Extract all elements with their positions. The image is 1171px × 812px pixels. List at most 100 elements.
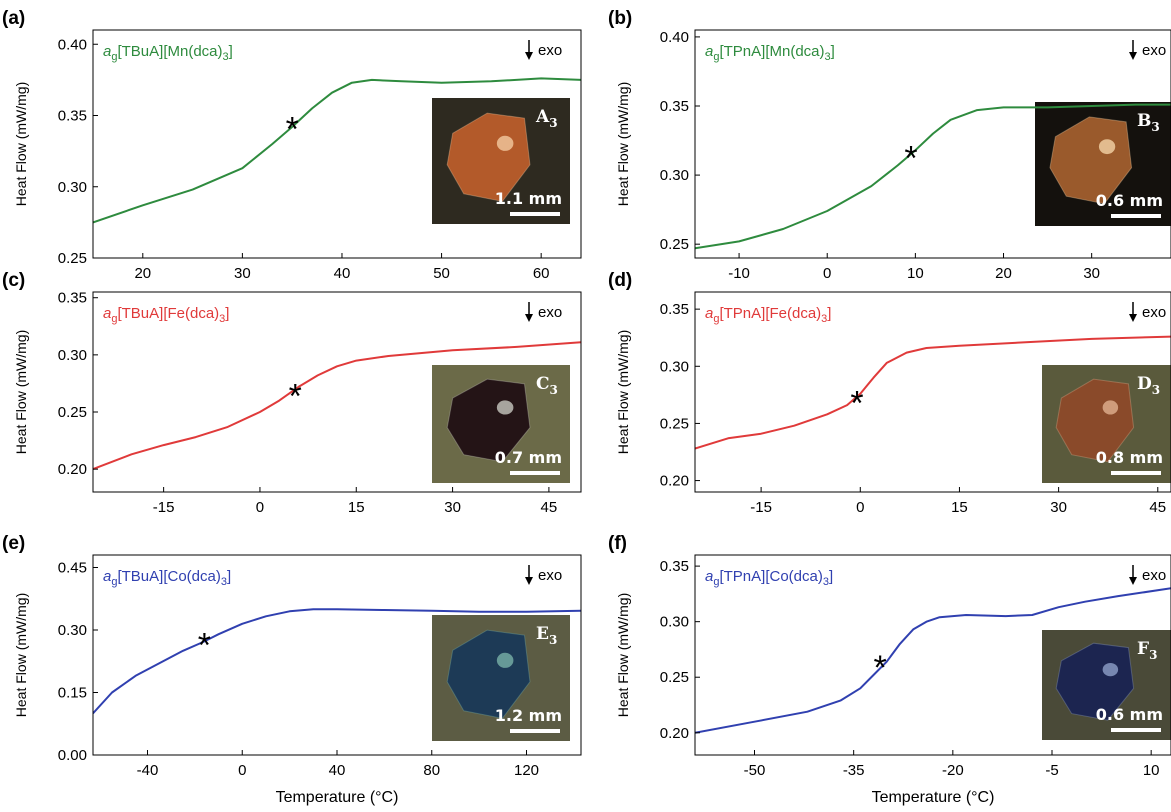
series-label: ag[TPnA][Fe(dca)3]: [705, 305, 831, 325]
scale-label: 1.2 mm: [495, 706, 562, 725]
x-tick-label: 80: [423, 762, 440, 779]
heat-flow-curve: [93, 341, 581, 471]
x-tick-label: 40: [334, 265, 351, 282]
x-tick-label: 50: [433, 265, 450, 282]
y-tick-label: 0.30: [58, 622, 87, 639]
x-axis-label: Temperature (°C): [872, 789, 995, 806]
y-axis-label: Heat Flow (mW/mg): [13, 593, 29, 717]
y-axis-label: Heat Flow (mW/mg): [615, 593, 631, 717]
x-tick-label: 30: [444, 499, 461, 516]
y-tick-label: 0.40: [58, 36, 87, 53]
heat-flow-curve: [695, 335, 1171, 450]
x-tick-label: 10: [1143, 762, 1160, 779]
x-tick-label: 0: [256, 499, 264, 516]
x-tick-label: 40: [329, 762, 346, 779]
exo-arrow-head: [1129, 52, 1137, 60]
series-label-end: ]: [831, 43, 835, 60]
panel-f: (f)F30.6 mm*-50 -35 -20 -5 100.200.250.300.3…: [608, 533, 1171, 806]
series-label-sub2: 3: [823, 576, 829, 588]
x-tick-label: 20: [995, 265, 1012, 282]
y-tick-label: 0.25: [660, 669, 689, 686]
crystal-shape: [1049, 116, 1133, 205]
x-tick-label: 0: [823, 265, 831, 282]
glass-transition-marker: *: [286, 110, 299, 148]
y-tick-label: 0.15: [58, 685, 87, 702]
series-label-sub: g: [111, 313, 117, 325]
x-tick-label: -35: [843, 762, 865, 779]
series-label-prefix: a: [705, 305, 713, 322]
heat-flow-curve: [93, 608, 581, 714]
panel-label: (b): [608, 8, 632, 29]
y-tick-label: 0.35: [660, 98, 689, 115]
crystal-shape: [1055, 378, 1135, 463]
series-label: ag[TBuA][Mn(dca)3]: [103, 43, 233, 63]
heat-flow-curve: [695, 587, 1171, 734]
y-tick-label: 0.30: [660, 614, 689, 631]
series-label-main: [TPnA][Co(dca): [719, 568, 822, 585]
y-tick-label: 0.35: [660, 558, 689, 575]
glass-transition-marker: *: [904, 139, 917, 177]
x-tick-label: 30: [1050, 499, 1067, 516]
glass-transition-marker: *: [850, 384, 863, 422]
crystal-highlight: [496, 652, 514, 668]
series-label-prefix: a: [705, 568, 713, 585]
inset-photo: D30.8 mm: [1042, 365, 1171, 483]
x-tick-label: -50: [744, 762, 766, 779]
scale-label: 0.7 mm: [495, 448, 562, 467]
exo-arrow-head: [525, 52, 533, 60]
y-tick-label: 0.00: [58, 747, 87, 764]
series-label: ag[TPnA][Mn(dca)3]: [705, 43, 835, 63]
panel-label: (c): [2, 270, 25, 291]
series-label-sub: g: [111, 576, 117, 588]
x-tick-label: -20: [942, 762, 964, 779]
series-label: ag[TBuA][Co(dca)3]: [103, 568, 231, 588]
x-tick-label: 15: [951, 499, 968, 516]
series-label: ag[TPnA][Co(dca)3]: [705, 568, 833, 588]
exo-label: exo: [538, 567, 562, 584]
crystal-highlight: [496, 135, 514, 151]
panel-a: (a)A31.1 mm*20 30 40 50 600.250.300.350.40He…: [2, 8, 582, 282]
series-label-main: [TBuA][Mn(dca): [117, 43, 222, 60]
scale-bar: [1111, 471, 1161, 475]
x-tick-label: -10: [728, 265, 750, 282]
y-axis-label: Heat Flow (mW/mg): [615, 330, 631, 454]
series-label-end: ]: [829, 568, 833, 585]
crystal-highlight: [1098, 139, 1116, 155]
series-label-prefix: a: [103, 568, 111, 585]
inset-letter-subscript: 3: [1152, 383, 1160, 397]
x-tick-label: 30: [234, 265, 251, 282]
series-label-sub: g: [111, 51, 117, 63]
inset-photo: F30.6 mm: [1042, 630, 1171, 740]
exo-arrow-head: [1129, 314, 1137, 322]
inset-photo: B30.6 mm: [1035, 102, 1171, 226]
scale-bar: [510, 471, 560, 475]
glass-transition-marker: *: [873, 649, 886, 687]
series-label-end: ]: [227, 568, 231, 585]
x-tick-label: 45: [1149, 499, 1166, 516]
series-label-main: [TBuA][Co(dca): [117, 568, 220, 585]
scale-bar: [510, 729, 560, 733]
series-label-main: [TPnA][Fe(dca): [719, 305, 821, 322]
x-tick-label: 20: [134, 265, 151, 282]
y-tick-label: 0.30: [58, 179, 87, 196]
series-label: ag[TBuA][Fe(dca)3]: [103, 305, 229, 325]
y-tick-label: 0.35: [58, 108, 87, 125]
plot-frame: [694, 554, 1171, 756]
y-tick-label: 0.20: [660, 473, 689, 490]
panel-d: (d)D30.8 mm*-15 0 15 30 450.200.250.300.35He…: [608, 270, 1171, 516]
inset-letter-subscript: 3: [1149, 648, 1157, 662]
series-label-sub: g: [713, 51, 719, 63]
x-tick-label: 0: [238, 762, 246, 779]
scale-bar: [510, 212, 560, 216]
inset-photo: A31.1 mm: [432, 98, 570, 224]
series-label-prefix: a: [103, 305, 111, 322]
x-tick-label: 15: [348, 499, 365, 516]
crystal-highlight: [1102, 663, 1119, 677]
x-tick-label: 45: [541, 499, 558, 516]
panel-label: (f): [608, 533, 627, 554]
y-tick-label: 0.35: [660, 301, 689, 318]
exo-arrow-head: [525, 314, 533, 322]
x-tick-label: 120: [514, 762, 539, 779]
panel-label: (d): [608, 270, 632, 291]
x-tick-label: 10: [907, 265, 924, 282]
